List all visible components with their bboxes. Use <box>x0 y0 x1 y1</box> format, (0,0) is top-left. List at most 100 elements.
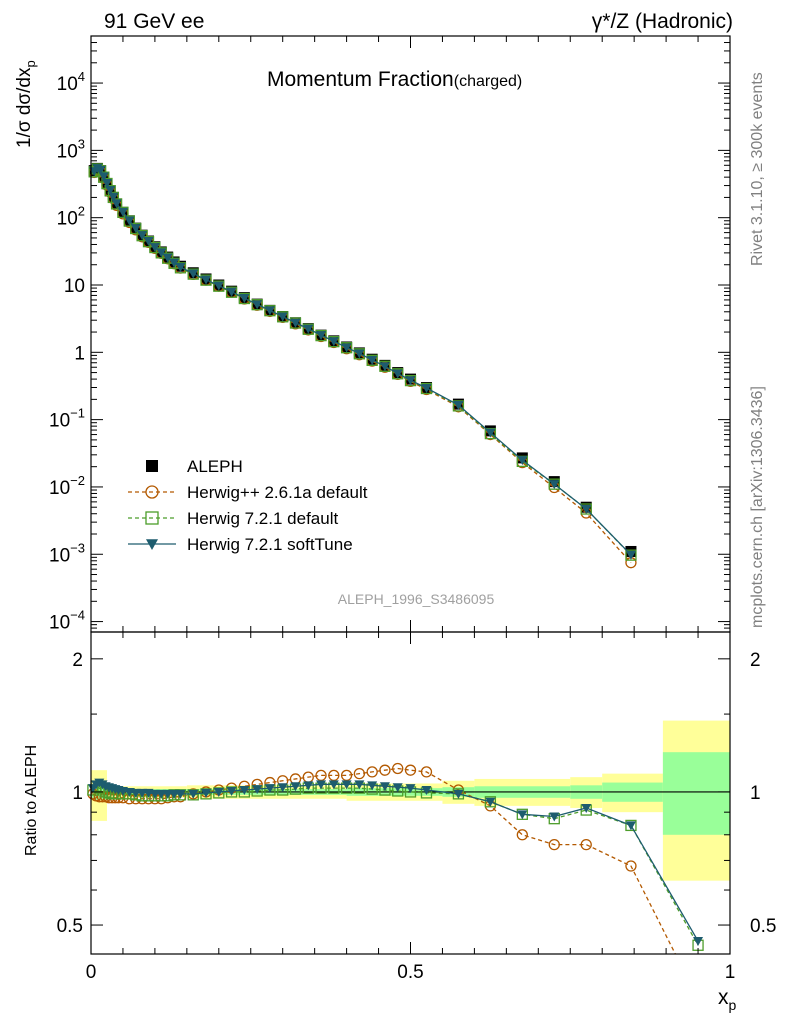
analysis-label: ALEPH_1996_S3486095 <box>338 591 495 607</box>
ratio-data-point <box>548 838 560 851</box>
x-axis-label: xp <box>718 986 737 1013</box>
data-point <box>143 237 154 247</box>
main-y-tick-label: 10−4 <box>49 608 85 634</box>
main-axis-ticks: 10−4 10−3 10−2 10−1 1 10 102 103 104 <box>49 35 731 634</box>
chart-title-main: Momentum Fraction <box>267 68 454 91</box>
data-point <box>108 192 119 202</box>
ratio-y-tick-label-right: 0.5 <box>750 916 776 937</box>
legend: ALEPH Herwig++ 2.6.1a default Herwig 7.2.1… <box>128 457 368 554</box>
ratio-y-tick-label-right: 2 <box>750 650 761 671</box>
series-line <box>93 168 632 564</box>
ratio-data-point <box>187 789 199 801</box>
ratio-data-point <box>316 780 327 790</box>
main-plot-panel: 10−4 10−3 10−2 10−1 1 10 102 103 104 Momentum Fr… <box>14 35 731 634</box>
data-point <box>340 342 353 354</box>
data-point <box>101 178 112 188</box>
ratio-data-point <box>315 769 327 782</box>
data-point <box>95 166 106 176</box>
legend-entry: Herwig 7.2.1 softTune <box>187 535 353 554</box>
ratio-data-point <box>517 810 528 820</box>
data-point <box>117 207 128 217</box>
ratio-data-point <box>366 766 378 778</box>
ratio-data-point <box>367 781 378 791</box>
chart-title: Momentum Fraction(charged) <box>267 68 522 91</box>
ratio-data-point <box>156 789 167 799</box>
legend-marker <box>145 485 159 499</box>
data-point <box>117 206 129 219</box>
data-point <box>110 198 123 210</box>
data-point <box>392 368 404 380</box>
data-point <box>201 275 212 285</box>
main-y-tick-label: 10 <box>64 276 85 297</box>
ratio-data-point <box>516 829 528 841</box>
ratio-data-point <box>188 789 199 799</box>
ratio-data-point <box>130 788 141 798</box>
main-y-tick-label: 10−3 <box>49 540 85 566</box>
ratio-data-point <box>392 762 404 775</box>
ratio-data-point <box>693 937 704 947</box>
main-y-tick-label: 10−2 <box>49 473 85 499</box>
data-point <box>328 336 340 348</box>
main-y-tick-label: 10−1 <box>49 406 85 432</box>
data-point <box>341 343 352 353</box>
ratio-data-point <box>379 782 390 792</box>
data-point <box>226 287 237 297</box>
header-left: 91 GeV ee <box>104 10 204 33</box>
data-point <box>302 323 314 335</box>
data-point <box>200 274 212 286</box>
data-point <box>187 268 199 280</box>
data-point <box>98 172 109 182</box>
data-point <box>289 317 302 329</box>
data-point <box>421 384 432 394</box>
ratio-error-bands <box>91 720 730 881</box>
data-point <box>252 300 263 310</box>
data-point <box>328 337 339 347</box>
ratio-y-tick-label: 0.5 <box>57 916 83 937</box>
ratio-data-point <box>252 785 263 795</box>
ratio-data-point <box>581 803 592 813</box>
ratio-plot-frame <box>90 631 731 955</box>
data-point <box>277 311 289 323</box>
main-series-group <box>88 162 637 569</box>
ratio-data-point <box>175 789 186 799</box>
ratio-data-point <box>392 783 403 793</box>
data-point <box>379 362 390 372</box>
main-y-tick-label: 1 <box>74 343 85 364</box>
x-tick-label: 0.5 <box>397 962 423 983</box>
data-point <box>124 216 135 226</box>
data-point <box>392 369 403 379</box>
data-point <box>367 355 378 365</box>
ratio-data-point <box>169 789 180 799</box>
legend-entry: Herwig 7.2.1 default <box>187 509 338 528</box>
ratio-data-point <box>303 781 314 791</box>
ratio-data-point <box>290 782 301 792</box>
legend-marker <box>146 460 158 472</box>
ratio-axis-ticks: 0.5 0.5 1 1 2 2 0 0.5 1 <box>57 632 776 983</box>
data-point <box>251 299 263 311</box>
ratio-data-point <box>404 764 417 776</box>
data-point <box>175 263 186 273</box>
ratio-y-axis-label: Ratio to ALEPH <box>23 745 40 856</box>
data-point <box>549 480 560 490</box>
ratio-data-point <box>625 821 636 831</box>
ratio-data-point <box>453 789 464 799</box>
ratio-data-point <box>213 787 224 797</box>
data-point <box>111 199 122 209</box>
data-point <box>405 376 416 386</box>
data-point <box>156 248 167 258</box>
ratio-data-point <box>341 780 352 790</box>
data-point <box>485 428 496 438</box>
ratio-data-point <box>264 784 275 794</box>
data-point <box>452 400 465 412</box>
error-band-inner <box>662 752 730 835</box>
data-point <box>366 354 378 366</box>
data-point <box>169 258 180 268</box>
data-point <box>453 400 464 410</box>
data-point <box>404 374 417 387</box>
data-point <box>581 505 592 515</box>
ratio-series-softtune <box>87 778 704 947</box>
legend-marker <box>145 511 159 525</box>
ratio-data-point <box>353 767 366 780</box>
main-y-axis-label: 1/σ dσ/dxp <box>14 60 38 148</box>
